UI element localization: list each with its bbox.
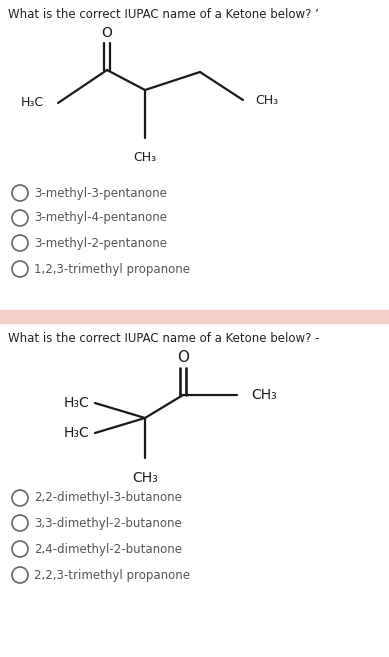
- Text: H₃C: H₃C: [63, 426, 89, 440]
- Text: 3-methyl-3-pentanone: 3-methyl-3-pentanone: [34, 187, 167, 200]
- Text: What is the correct IUPAC name of a Ketone below? -: What is the correct IUPAC name of a Keto…: [8, 332, 319, 345]
- Text: O: O: [177, 350, 189, 365]
- Text: 1,2,3-trimethyl propanone: 1,2,3-trimethyl propanone: [34, 263, 190, 275]
- Text: 2,4-dimethyl-2-butanone: 2,4-dimethyl-2-butanone: [34, 543, 182, 556]
- Text: CH₃: CH₃: [251, 388, 277, 402]
- Text: CH₃: CH₃: [255, 93, 278, 106]
- Text: O: O: [102, 26, 112, 40]
- Text: CH₃: CH₃: [132, 471, 158, 485]
- Text: 3,3-dimethyl-2-butanone: 3,3-dimethyl-2-butanone: [34, 516, 182, 530]
- Text: 2,2-dimethyl-3-butanone: 2,2-dimethyl-3-butanone: [34, 491, 182, 505]
- Text: 3-methyl-4-pentanone: 3-methyl-4-pentanone: [34, 212, 167, 225]
- Text: 2,2,3-trimethyl propanone: 2,2,3-trimethyl propanone: [34, 568, 190, 581]
- Text: 3-methyl-2-pentanone: 3-methyl-2-pentanone: [34, 237, 167, 250]
- Text: H₃C: H₃C: [21, 97, 44, 110]
- Bar: [0, 310, 389, 323]
- Text: CH₃: CH₃: [133, 151, 156, 164]
- Text: H₃C: H₃C: [63, 396, 89, 410]
- Text: What is the correct IUPAC name of a Ketone below? ’: What is the correct IUPAC name of a Keto…: [8, 8, 319, 21]
